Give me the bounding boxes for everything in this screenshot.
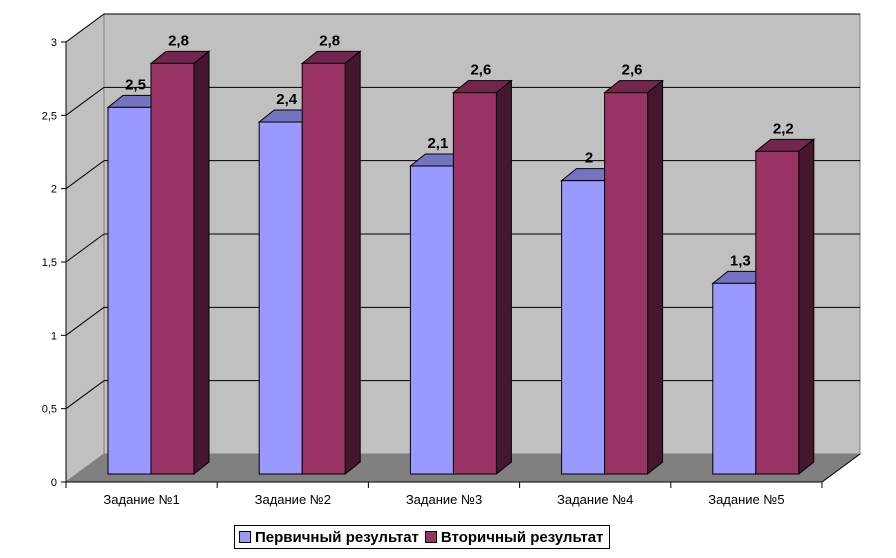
bar-front [755,150,800,475]
x-category-label: Задание №1 [103,492,179,507]
bar-chart: 0 0,5 1 1,5 2 2,5 3 Задание №1 Задание №2 Задание… [42,13,862,507]
bar-front [409,165,454,475]
bar-secondary [300,50,362,476]
legend: Первичный результат Вторичный результат [234,525,611,549]
x-category-label: Задание №3 [406,492,482,507]
bar-front [258,121,303,475]
data-label: 2,1 [427,135,448,152]
gridline-side [65,380,105,410]
bar-side [344,50,361,476]
gridline-side [65,13,105,43]
gridline-side [65,86,105,116]
y-tick-label: 2 [51,184,57,196]
bar-front [561,180,606,475]
bar-front [301,62,346,475]
bar-side [495,79,512,476]
bar-front [150,62,195,475]
bar-front [712,282,757,475]
x-category-label: Задание №4 [557,492,633,507]
legend-label-primary: Первичный результат [255,528,419,546]
data-label: 2,2 [773,120,794,137]
y-tick-label: 1 [51,330,57,342]
data-label: 2,4 [276,91,298,108]
x-category-label: Задание №5 [708,492,784,507]
bar-secondary [603,79,665,476]
bar-side [798,138,815,476]
data-label: 1,3 [730,252,751,269]
data-label: 2,6 [470,62,491,79]
gridline-side [65,233,105,263]
data-label: 2,5 [125,76,146,93]
y-tick-label: 1,5 [42,257,57,269]
legend-item-secondary: Вторичный результат [424,528,604,546]
y-tick-label: 2,5 [42,110,57,122]
legend-swatch-secondary [424,531,437,543]
data-label: 2 [585,150,593,167]
bar-secondary [754,138,816,476]
bar-secondary [451,79,513,476]
bar-side [193,50,210,476]
legend-item-primary: Первичный результат [239,529,419,546]
legend-label-secondary: Вторичный результат [440,528,604,546]
bar-side [647,79,664,476]
gridline-side [65,306,105,336]
gridline-side [65,160,105,190]
bar-secondary [149,50,211,476]
bar-front [604,92,649,475]
y-tick-label: 0,5 [42,404,57,416]
y-tick-label: 0 [51,477,57,489]
bar-front [107,106,152,475]
x-axis-depth [821,453,861,483]
data-label: 2,8 [168,32,189,49]
data-label: 2,6 [622,62,643,79]
data-label: 2,8 [319,32,340,49]
legend-swatch-primary [239,531,251,543]
x-category-label: Задание №2 [255,492,331,507]
y-tick-label: 3 [51,37,57,49]
bar-front [452,92,497,475]
